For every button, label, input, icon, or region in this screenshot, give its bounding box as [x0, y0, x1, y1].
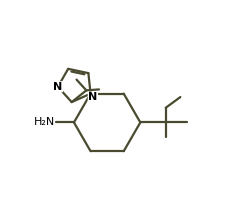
Text: N: N	[53, 82, 62, 92]
Text: H₂N: H₂N	[34, 117, 55, 128]
Text: N: N	[88, 92, 97, 102]
